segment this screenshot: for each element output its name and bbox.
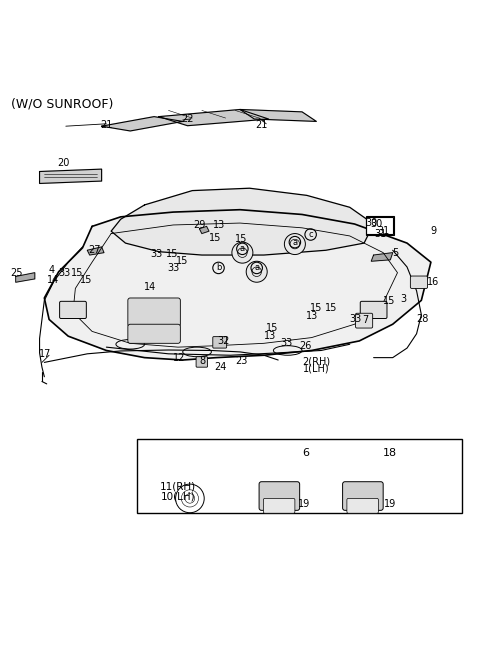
Text: 30: 30	[371, 219, 383, 229]
Text: 15: 15	[383, 296, 395, 307]
Text: 31: 31	[377, 226, 389, 236]
Text: 7: 7	[362, 315, 368, 326]
Text: 28: 28	[416, 313, 429, 324]
Text: a: a	[254, 263, 259, 272]
Text: 33: 33	[280, 338, 292, 348]
Text: 32: 32	[217, 336, 229, 346]
Text: 22: 22	[181, 114, 194, 124]
FancyBboxPatch shape	[196, 357, 207, 367]
Text: 24: 24	[214, 362, 226, 372]
Text: a: a	[158, 447, 164, 457]
FancyBboxPatch shape	[264, 498, 295, 513]
Text: 15: 15	[80, 275, 93, 285]
Text: 25: 25	[11, 268, 23, 278]
Text: 15: 15	[266, 322, 278, 332]
FancyBboxPatch shape	[213, 337, 227, 348]
Circle shape	[246, 261, 267, 282]
FancyBboxPatch shape	[347, 498, 378, 513]
FancyBboxPatch shape	[410, 276, 428, 288]
Text: 15: 15	[325, 303, 338, 313]
Text: 30: 30	[365, 218, 377, 228]
Text: 13: 13	[264, 331, 276, 341]
Text: 14: 14	[47, 275, 59, 285]
Text: 19: 19	[384, 499, 396, 509]
Text: c: c	[308, 230, 313, 239]
Text: a: a	[240, 244, 245, 253]
Polygon shape	[240, 109, 316, 122]
Text: 26: 26	[300, 342, 312, 351]
Circle shape	[284, 234, 305, 255]
Text: 15: 15	[209, 234, 221, 243]
Polygon shape	[159, 109, 269, 126]
Text: 33: 33	[167, 263, 180, 273]
Polygon shape	[371, 253, 393, 261]
FancyBboxPatch shape	[259, 482, 300, 511]
Text: 17: 17	[39, 349, 51, 359]
FancyBboxPatch shape	[356, 313, 372, 328]
FancyBboxPatch shape	[128, 324, 180, 343]
Polygon shape	[111, 188, 373, 255]
Text: 18: 18	[383, 447, 397, 457]
Text: 6: 6	[302, 447, 309, 457]
Polygon shape	[39, 169, 102, 184]
Text: b: b	[216, 263, 221, 272]
Text: 31: 31	[375, 228, 387, 239]
Polygon shape	[87, 247, 104, 255]
Text: 13: 13	[213, 220, 225, 230]
Text: 9: 9	[430, 226, 436, 236]
Text: 15: 15	[310, 303, 323, 313]
Text: 14: 14	[144, 282, 156, 292]
Bar	[366, 216, 394, 234]
Text: 15: 15	[235, 234, 247, 244]
Text: 8: 8	[200, 357, 206, 367]
Text: 21: 21	[100, 120, 113, 130]
FancyBboxPatch shape	[60, 301, 86, 318]
Text: 12: 12	[173, 353, 185, 363]
Text: 3: 3	[400, 294, 406, 305]
Text: 33: 33	[349, 313, 361, 324]
Text: 10(LH): 10(LH)	[161, 492, 195, 501]
Text: 1(LH): 1(LH)	[303, 363, 330, 373]
Polygon shape	[44, 210, 431, 360]
Text: 20: 20	[57, 159, 70, 168]
Bar	[137, 439, 462, 513]
Text: 2(RH): 2(RH)	[302, 357, 330, 367]
Text: 5: 5	[392, 247, 398, 258]
Text: 23: 23	[235, 357, 247, 367]
Text: 21: 21	[255, 120, 268, 130]
Text: (W/O SUNROOF): (W/O SUNROOF)	[11, 97, 113, 111]
Polygon shape	[102, 116, 183, 131]
Text: a: a	[292, 238, 298, 247]
Bar	[366, 217, 393, 234]
FancyBboxPatch shape	[343, 482, 383, 511]
Text: 15: 15	[166, 249, 179, 259]
Text: 15: 15	[176, 256, 188, 266]
Polygon shape	[199, 226, 209, 234]
Polygon shape	[16, 272, 35, 282]
Text: 11(RH): 11(RH)	[160, 482, 196, 492]
Text: 4: 4	[48, 265, 55, 275]
Text: 33: 33	[150, 249, 163, 259]
Circle shape	[232, 242, 253, 263]
Text: 33: 33	[58, 268, 71, 278]
FancyBboxPatch shape	[360, 301, 387, 318]
Text: 29: 29	[193, 220, 205, 230]
Text: 19: 19	[298, 499, 311, 509]
Text: 15: 15	[71, 268, 83, 278]
Text: 27: 27	[88, 245, 101, 255]
Text: 16: 16	[427, 277, 439, 288]
Text: 13: 13	[305, 311, 318, 320]
Text: c: c	[365, 447, 371, 457]
FancyBboxPatch shape	[128, 298, 180, 326]
Text: b: b	[281, 447, 287, 457]
